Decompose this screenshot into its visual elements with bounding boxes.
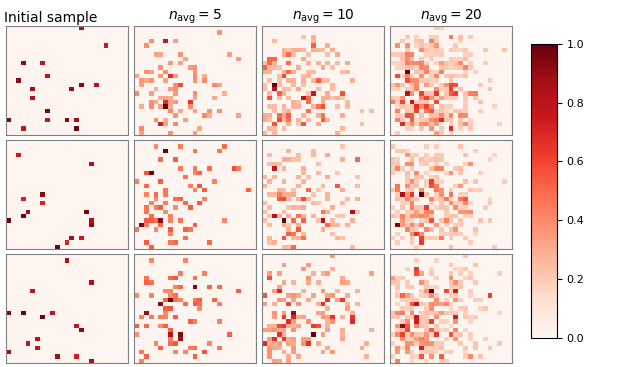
Text: Initial sample: Initial sample: [4, 11, 97, 25]
Title: $n_{\mathrm{avg}} = 20$: $n_{\mathrm{avg}} = 20$: [420, 7, 483, 26]
Title: $n_{\mathrm{avg}} = 5$: $n_{\mathrm{avg}} = 5$: [168, 7, 222, 26]
Title: $n_{\mathrm{avg}} = 10$: $n_{\mathrm{avg}} = 10$: [292, 7, 355, 26]
